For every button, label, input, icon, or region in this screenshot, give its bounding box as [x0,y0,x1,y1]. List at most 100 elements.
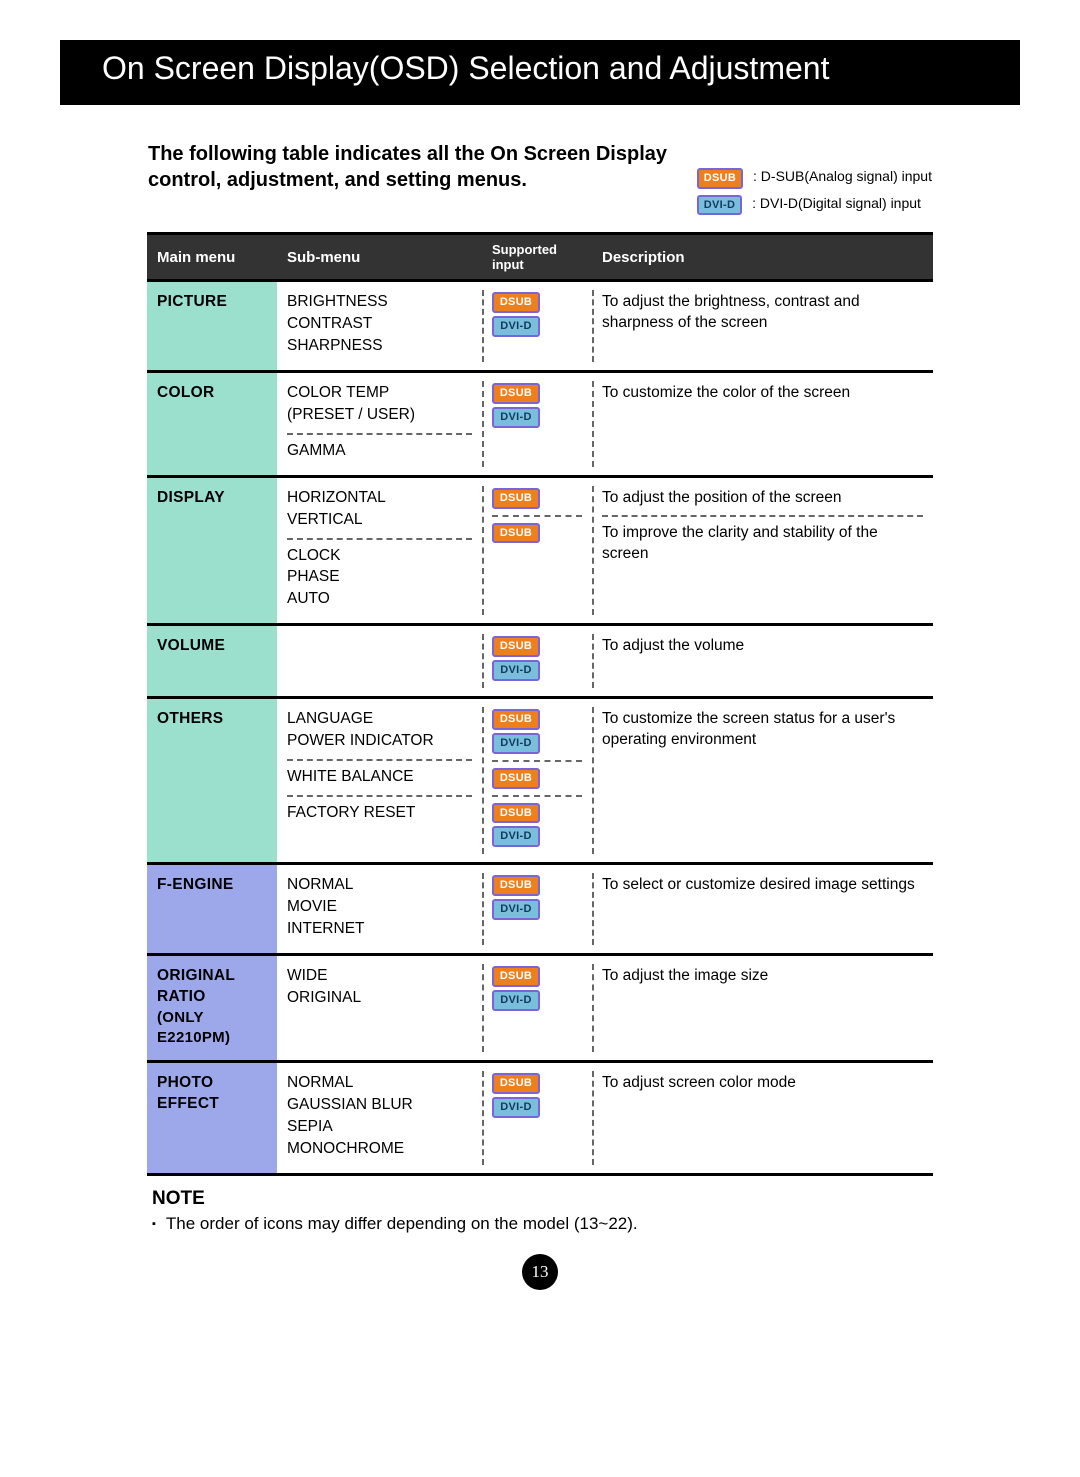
main-menu-label: PHOTO EFFECT [157,1073,267,1115]
supported-input-cell: DSUB DVI-D [482,281,592,372]
legend-dsub-text: : D-SUB(Analog signal) input [753,168,932,184]
submenu-item: POWER INDICATOR [287,731,472,753]
description-cell: To adjust the volume [592,625,933,698]
description-text: To customize the color of the screen [602,383,923,404]
dvid-badge: DVI-D [492,733,540,754]
table-header-row: Main menu Sub-menu Supported input Descr… [147,234,933,281]
table-row: DISPLAYHORIZONTALVERTICALCLOCKPHASEAUTOD… [147,476,933,625]
dsub-badge: DSUB [492,966,540,987]
page-title: On Screen Display(OSD) Selection and Adj… [60,40,1020,105]
main-menu-cell: DISPLAY [147,476,277,625]
submenu-item: VERTICAL [287,510,472,532]
submenu-item: COLOR TEMP [287,383,472,405]
dvid-badge: DVI-D [492,826,540,847]
note-bullets: The order of icons may differ depending … [152,1214,928,1234]
col-desc: Description [592,234,933,281]
intro-text: The following table indicates all the On… [148,141,677,193]
submenu-cell: NORMALGAUSSIAN BLURSEPIAMONOCHROME [277,1062,482,1175]
dsub-badge: DSUB [492,1073,540,1094]
submenu-item: (PRESET / USER) [287,405,472,427]
submenu-item: GAUSSIAN BLUR [287,1095,472,1117]
main-menu-cell: COLOR [147,371,277,476]
page-number-wrap: 13 [60,1254,1020,1290]
submenu-cell: HORIZONTALVERTICALCLOCKPHASEAUTO [277,476,482,625]
col-main: Main menu [147,234,277,281]
main-menu-label: OTHERS [157,709,267,730]
submenu-item [287,636,472,637]
main-menu-cell: F-ENGINE [147,864,277,955]
submenu-item: MONOCHROME [287,1139,472,1161]
description-cell: To select or customize desired image set… [592,864,933,955]
dvid-badge: DVI-D [492,990,540,1011]
submenu-item: ORIGINAL [287,988,472,1010]
submenu-item: WHITE BALANCE [287,767,472,789]
supported-input-cell: DSUB DSUB [482,476,592,625]
submenu-cell: BRIGHTNESSCONTRASTSHARPNESS [277,281,482,372]
main-menu-label: PICTURE [157,292,267,313]
main-menu-label: VOLUME [157,636,267,657]
intro-block: The following table indicates all the On… [60,141,1020,216]
dsub-badge: DSUB [492,488,540,509]
submenu-cell: LANGUAGEPOWER INDICATORWHITE BALANCEFACT… [277,698,482,864]
description-text: To adjust the image size [602,966,923,987]
description-cell: To customize the screen status for a use… [592,698,933,864]
main-menu-sublabel: (Only E2210PM) [157,1008,267,1049]
legend-dvid-badge: DVI-D [697,195,742,216]
submenu-item: AUTO [287,589,472,611]
description-text: To adjust screen color mode [602,1073,923,1094]
legend-dsub-badge: DSUB [697,168,743,189]
description-cell: To customize the color of the screen [592,371,933,476]
supported-input-cell: DSUB DVI-D [482,1062,592,1175]
table-row: VOLUMEDSUBDVI-DTo adjust the volume [147,625,933,698]
main-menu-cell: PHOTO EFFECT [147,1062,277,1175]
main-menu-label: F-ENGINE [157,875,267,896]
submenu-item: WIDE [287,966,472,988]
submenu-item: HORIZONTAL [287,488,472,510]
submenu-item: BRIGHTNESS [287,292,472,314]
description-cell: To adjust screen color mode [592,1062,933,1175]
submenu-item: INTERNET [287,919,472,941]
description-text: To adjust the brightness, contrast and s… [602,292,923,334]
note-heading: NOTE [152,1188,928,1210]
table-row: COLOR COLOR TEMP (PRESET / USER) GAMMA DSUB… [147,371,933,476]
table-row: F-ENGINE NORMALMOVIEINTERNET DSUB DVI-D To s… [147,864,933,955]
submenu-item: SEPIA [287,1117,472,1139]
main-menu-label: DISPLAY [157,488,267,509]
table-row: OTHERSLANGUAGEPOWER INDICATORWHITE BALAN… [147,698,933,864]
dvid-badge: DVI-D [492,660,540,681]
dsub-badge: DSUB [492,875,540,896]
dsub-badge: DSUB [492,768,540,789]
submenu-item: GAMMA [287,441,472,463]
note-section: NOTE The order of icons may differ depen… [60,1176,1020,1234]
dsub-badge: DSUB [492,292,540,313]
dsub-badge: DSUB [492,523,540,544]
supported-input-cell: DSUBDVI-DDSUBDSUBDVI-D [482,698,592,864]
submenu-cell: WIDEORIGINAL [277,955,482,1062]
dvid-badge: DVI-D [492,316,540,337]
main-menu-label: ORIGINAL RATIO [157,966,267,1008]
dvid-badge: DVI-D [492,1097,540,1118]
supported-input-cell: DSUB DVI-D [482,955,592,1062]
submenu-item: CLOCK [287,546,472,568]
submenu-item: NORMAL [287,875,472,897]
col-sub: Sub-menu [277,234,482,281]
dsub-badge: DSUB [492,383,540,404]
legend-dvid-text: : DVI-D(Digital signal) input [752,195,921,211]
description-cell: To adjust the position of the screenTo i… [592,476,933,625]
submenu-item: MOVIE [287,897,472,919]
dsub-badge: DSUB [492,803,540,824]
supported-input-cell: DSUBDVI-D [482,371,592,476]
description-text: To adjust the position of the screen [602,488,923,509]
main-menu-label: COLOR [157,383,267,404]
note-bullet: The order of icons may differ depending … [152,1214,928,1234]
description-text: To customize the screen status for a use… [602,709,923,751]
page-number: 13 [522,1254,558,1290]
input-legend: DSUB : D-SUB(Analog signal) input DVI-D … [697,141,932,216]
submenu-cell: COLOR TEMP (PRESET / USER) GAMMA [277,371,482,476]
dsub-badge: DSUB [492,709,540,730]
description-cell: To adjust the image size [592,955,933,1062]
dvid-badge: DVI-D [492,899,540,920]
submenu-item: FACTORY RESET [287,803,472,825]
submenu-cell: NORMALMOVIEINTERNET [277,864,482,955]
submenu-cell [277,625,482,698]
